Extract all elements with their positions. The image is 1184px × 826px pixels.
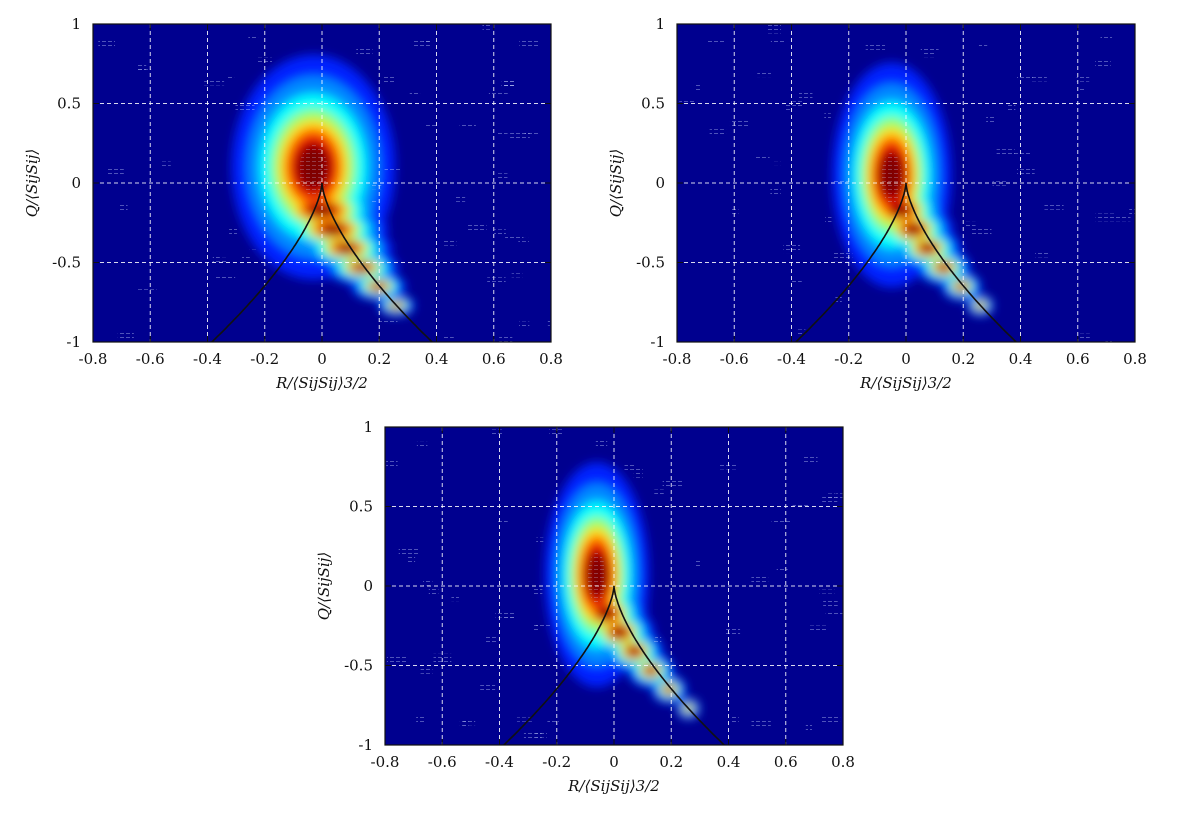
grid (677, 24, 1135, 342)
x-axis-label: R/⟨SijSij⟩3/2 (275, 374, 368, 392)
grid (385, 427, 843, 745)
y-tick-label: 0.5 (57, 95, 81, 113)
x-tick-label: 0 (609, 753, 619, 771)
x-axis-label: R/⟨SijSij⟩3/2 (567, 777, 660, 795)
y-axis-label: Q/⟨SijSij⟩ (23, 149, 41, 218)
x-tick-label: 0.2 (367, 350, 391, 368)
x-tick-label: -0.8 (663, 350, 692, 368)
x-tick-label: -0.6 (136, 350, 165, 368)
x-tick-label: 0.2 (659, 753, 683, 771)
x-tick-label: -0.2 (834, 350, 863, 368)
x-tick-label: 0.6 (1066, 350, 1090, 368)
vieillefosse-curve (503, 585, 725, 745)
x-tick-label: 0.8 (539, 350, 563, 368)
x-tick-label: 0.4 (1009, 350, 1033, 368)
x-tick-label: 0.4 (717, 753, 741, 771)
x-tick-label: -0.6 (428, 753, 457, 771)
x-axis-label: R/⟨SijSij⟩3/2 (859, 374, 952, 392)
x-tick-label: -0.8 (371, 753, 400, 771)
y-tick-label: -1 (650, 333, 665, 351)
y-tick-label: 0 (71, 174, 81, 192)
y-tick-label: -1 (358, 736, 373, 754)
y-axis-label: Q/⟨SijSij⟩ (315, 552, 333, 621)
x-tick-label: 0.8 (1123, 350, 1147, 368)
y-axis-label: Q/⟨SijSij⟩ (607, 149, 625, 218)
panel-2: -0.8 -0.6 -0.4 -0.2 0 0.2 0.4 0.6 0.8 -1 -0.5 0 0.5 1… (607, 15, 1147, 392)
grid (93, 24, 551, 342)
x-tick-label: 0 (317, 350, 327, 368)
x-tick-label: -0.2 (250, 350, 279, 368)
y-tick-label: -0.5 (344, 657, 373, 675)
y-tick-label: 0.5 (641, 95, 665, 113)
panel-3: -0.8 -0.6 -0.4 -0.2 0 0.2 0.4 0.6 0.8 -1 -0.5 0 0.5 1… (315, 418, 855, 795)
x-tick-label: 0.6 (774, 753, 798, 771)
x-tick-label: 0.8 (831, 753, 855, 771)
heatmap-density (679, 25, 1135, 342)
vieillefosse-curve (211, 182, 433, 342)
x-tick-label: -0.8 (79, 350, 108, 368)
x-tick-label: 0 (901, 350, 911, 368)
y-tick-label: 0 (655, 174, 665, 192)
vieillefosse-curve (795, 182, 1017, 342)
x-tick-label: -0.6 (720, 350, 749, 368)
x-tick-label: 0.6 (482, 350, 506, 368)
y-tick-label: 0 (363, 577, 373, 595)
y-tick-label: -1 (66, 333, 81, 351)
x-tick-label: -0.4 (485, 753, 514, 771)
y-tick-label: -0.5 (636, 254, 665, 272)
x-tick-label: -0.2 (542, 753, 571, 771)
panel-1: -0.8 -0.6 -0.4 -0.2 0 0.2 0.4 0.6 0.8 -1 -0.5 0 0.5 1… (23, 15, 563, 392)
heatmap-density (386, 429, 843, 741)
x-tick-label: 0.4 (425, 350, 449, 368)
x-tick-label: -0.4 (193, 350, 222, 368)
y-tick-label: 1 (655, 15, 665, 33)
y-tick-label: 1 (363, 418, 373, 436)
x-tick-label: -0.4 (777, 350, 806, 368)
y-tick-label: -0.5 (52, 254, 81, 272)
y-tick-label: 1 (71, 15, 81, 33)
x-tick-label: 0.2 (951, 350, 975, 368)
y-tick-label: 0.5 (349, 498, 373, 516)
